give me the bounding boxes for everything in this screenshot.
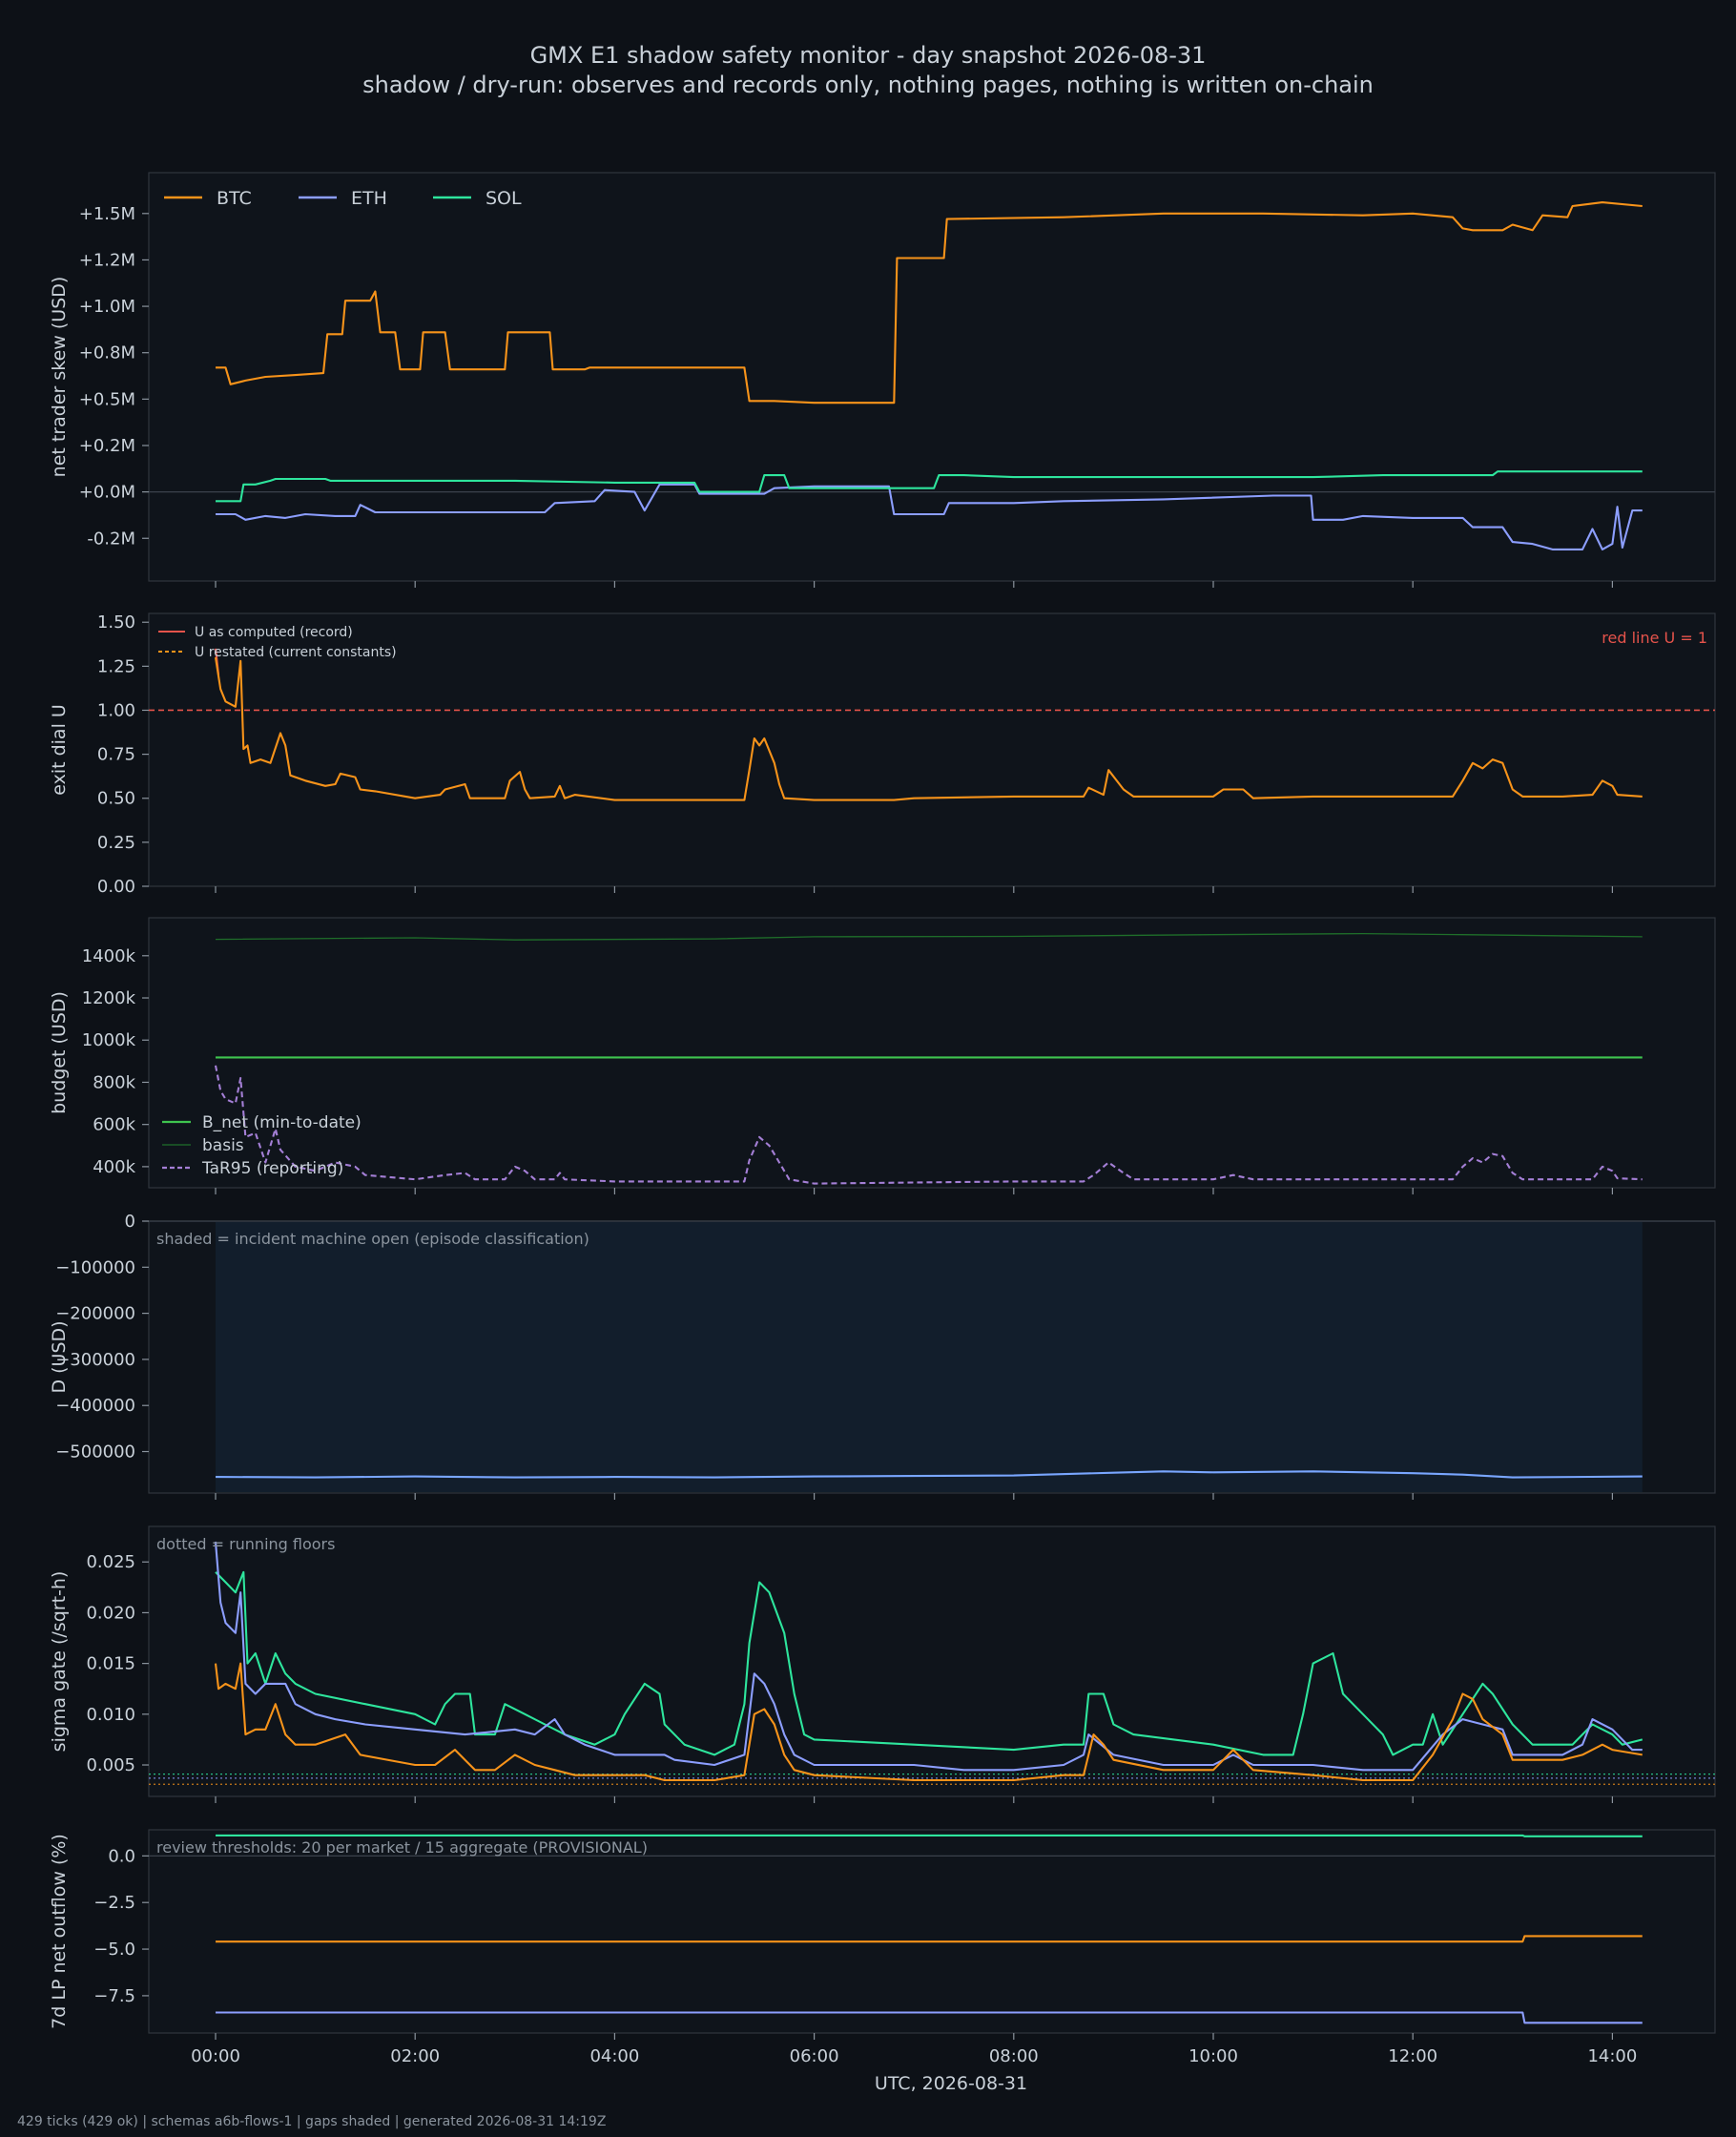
- y-tick-label: 0.020: [86, 1603, 135, 1623]
- y-tick-label: +1.0M: [79, 297, 135, 317]
- panel-d-usd: 0 −100000 −200000 −300000 −400000 −500000 D (U…: [49, 1212, 1716, 1500]
- legend-label: ETH: [351, 188, 387, 209]
- y-tick-label: 0.75: [97, 745, 135, 765]
- y-tick-label: −2.5: [93, 1893, 135, 1913]
- y-axis-label: 7d LP net outflow (%): [49, 1834, 70, 2029]
- plot-frame: [148, 172, 1716, 582]
- plot-frame: [148, 917, 1716, 1189]
- y-tick-label: −7.5: [93, 1986, 135, 2006]
- y-tick-label: 600k: [93, 1115, 135, 1135]
- x-tick-label: 10:00: [1188, 2046, 1238, 2066]
- series-line-basis: [215, 932, 1643, 941]
- y-tick-label: 0.25: [97, 833, 135, 853]
- series-line-btc: [216, 201, 1643, 405]
- series-line-eth: [216, 2011, 1643, 2024]
- y-tick-label: 0.50: [97, 789, 135, 809]
- y-tick-label: 1.50: [97, 612, 135, 633]
- y-tick-label: −5.0: [93, 1940, 135, 1960]
- y-tick-label: +0.8M: [79, 343, 135, 363]
- plot-frame: [148, 1525, 1716, 1797]
- y-tick-label: 0.005: [86, 1755, 135, 1775]
- y-tick-label: 1.25: [97, 656, 135, 676]
- series-line-eth: [216, 483, 1643, 550]
- y-tick-label: 0.00: [97, 877, 135, 897]
- panel-net-trader-skew: -0.2M +0.0M +0.2M +0.5M +0.8M +1.0M +1.2M +1.5M…: [49, 172, 1716, 588]
- panel-note: dotted = running floors: [156, 1535, 335, 1553]
- chart-title: GMX E1 shadow safety monitor - day snaps…: [530, 42, 1207, 69]
- legend-label: U restated (current constants): [195, 645, 397, 660]
- y-tick-label: 1.00: [97, 700, 135, 720]
- y-tick-label: +0.5M: [79, 389, 135, 409]
- legend-label: SOL: [486, 188, 522, 209]
- y-tick-label: 400k: [93, 1157, 135, 1177]
- legend-label: basis: [202, 1136, 244, 1155]
- x-tick-label: 00:00: [191, 2046, 240, 2066]
- y-tick-label: 1000k: [82, 1030, 136, 1050]
- y-tick-label: −300000: [55, 1350, 135, 1370]
- y-tick-label: −200000: [55, 1304, 135, 1324]
- y-tick-label: −500000: [55, 1442, 135, 1463]
- x-tick-label: 06:00: [790, 2046, 839, 2066]
- y-axis-label: exit dial U: [49, 704, 70, 796]
- y-tick-label: −400000: [55, 1396, 135, 1416]
- legend-label: U as computed (record): [195, 625, 353, 640]
- legend-label: B_net (min-to-date): [202, 1113, 362, 1132]
- x-tick-label: 08:00: [989, 2046, 1039, 2066]
- chart-subtitle: shadow / dry-run: observes and records o…: [362, 72, 1374, 98]
- plot-frame: [148, 612, 1716, 887]
- x-tick-label: 02:00: [390, 2046, 440, 2066]
- y-tick-label: 800k: [93, 1072, 135, 1092]
- panel-lp-outflow: 0.0 −2.5 −5.0 −7.5 7d LP net outflow (%) revi…: [49, 1829, 1716, 2094]
- footer-status: 429 ticks (429 ok) | schemas a6b-flows-1…: [17, 2114, 606, 2129]
- y-axis-label: sigma gate (/sqrt-h): [49, 1571, 70, 1753]
- y-tick-label: +1.5M: [79, 204, 135, 224]
- legend-label: BTC: [217, 188, 252, 209]
- series-line-btc: [216, 1935, 1643, 1943]
- y-tick-label: 1200k: [82, 988, 136, 1008]
- series-line-d-panel: [215, 1470, 1643, 1479]
- series-line-tar95-reporting: [214, 1065, 1643, 1185]
- y-tick-label: 1400k: [82, 946, 136, 966]
- y-tick-label: +1.2M: [79, 250, 135, 270]
- legend-label: TaR95 (reporting): [201, 1159, 343, 1178]
- panel-note: review thresholds: 20 per market / 15 ag…: [156, 1838, 648, 1857]
- y-tick-label: +0.0M: [79, 483, 135, 503]
- series-line-sol: [216, 470, 1643, 503]
- y-tick-label: 0.025: [86, 1552, 135, 1572]
- x-axis-label: UTC, 2026-08-31: [875, 2073, 1027, 2094]
- y-axis-label: D (USD): [49, 1320, 70, 1393]
- series-line-btc: [214, 1662, 1643, 1782]
- incident-shade: [216, 1222, 1643, 1492]
- panel-exit-dial: 0.00 0.25 0.50 0.75 1.00 1.25 1.50 exit dial U r…: [49, 612, 1716, 897]
- y-axis-label: budget (USD): [49, 991, 70, 1114]
- x-tick-label: 12:00: [1388, 2046, 1437, 2066]
- panel-budget: 400k 600k 800k 1000k 1200k 1400k budget (USD) B…: [49, 917, 1716, 1194]
- plot-frame: [148, 1829, 1716, 2034]
- red-line-annotation: red line U = 1: [1602, 629, 1707, 647]
- y-tick-label: 0.015: [86, 1654, 135, 1674]
- y-tick-label: +0.2M: [79, 436, 135, 456]
- series-line-exit-dial: [214, 656, 1643, 801]
- y-tick-label: -0.2M: [87, 529, 135, 549]
- panel-note: shaded = incident machine open (episode …: [156, 1230, 589, 1248]
- y-tick-label: 0: [125, 1212, 135, 1232]
- x-tick-label: 14:00: [1587, 2046, 1637, 2066]
- y-tick-label: 0.0: [108, 1846, 135, 1866]
- x-tick-label: 04:00: [589, 2046, 639, 2066]
- y-tick-label: −100000: [55, 1257, 135, 1277]
- series-line-eth: [214, 1541, 1643, 1772]
- panel-sigma-gate: 0.005 0.010 0.015 0.020 0.025 sigma gate (/sq…: [49, 1525, 1716, 1803]
- y-tick-label: 0.010: [86, 1705, 135, 1725]
- y-axis-label: net trader skew (USD): [49, 277, 70, 478]
